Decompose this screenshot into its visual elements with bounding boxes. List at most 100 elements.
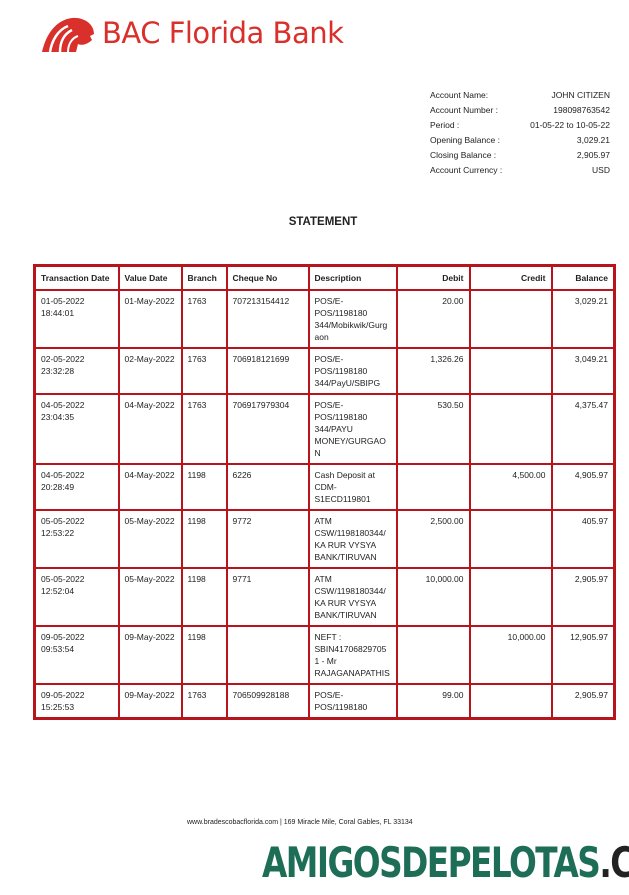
- table-cell: 706509928188: [225, 683, 310, 720]
- table-cell: [225, 625, 310, 685]
- label: Account Currency :: [430, 165, 503, 175]
- value: JOHN CITIZEN: [551, 90, 610, 100]
- table-cell: 9771: [225, 567, 310, 627]
- table-cell: ATM CSW/1198180344/KA RUR VYSYA BANK/TIR…: [307, 509, 398, 569]
- table-cell: 20.00: [395, 289, 471, 349]
- table-cell: POS/E-POS/1198180 344/PayU/SBIPG: [307, 347, 398, 395]
- table-cell: 09-May-2022: [117, 683, 183, 720]
- table-cell: 2,905.97: [550, 683, 616, 720]
- table-cell: 1198: [180, 567, 228, 627]
- table-cell: 04-May-2022: [117, 393, 183, 465]
- column-header: Transaction Date: [33, 264, 120, 291]
- table-cell: 4,375.47: [550, 393, 616, 465]
- column-header: Balance: [550, 264, 616, 291]
- table-cell: 706918121699: [225, 347, 310, 395]
- currency-row: Account Currency : USD: [430, 163, 610, 178]
- column-header: Credit: [468, 264, 553, 291]
- table-cell: 01-May-2022: [117, 289, 183, 349]
- column-header: Value Date: [117, 264, 183, 291]
- table-cell: 1763: [180, 347, 228, 395]
- table-cell: 1763: [180, 683, 228, 720]
- table-cell: 706917979304: [225, 393, 310, 465]
- table-row: 01-05-2022 18:44:01 01-May-2022 1763 707213…: [33, 289, 616, 349]
- table-cell: 707213154412: [225, 289, 310, 349]
- table-cell: 04-May-2022: [117, 463, 183, 511]
- table-cell: [468, 567, 553, 627]
- table-cell: 10,000.00: [395, 567, 471, 627]
- table-row: 09-05-2022 15:25:53 09-May-2022 1763 706509…: [33, 683, 616, 720]
- table-cell: 1198: [180, 625, 228, 685]
- table-cell: ATM CSW/1198180344/KA RUR VYSYA BANK/TIR…: [307, 567, 398, 627]
- closing-balance-row: Closing Balance : 2,905.97: [430, 148, 610, 163]
- table-cell: 1198: [180, 509, 228, 569]
- table-cell: 3,029.21: [550, 289, 616, 349]
- table-cell: 1198: [180, 463, 228, 511]
- table-cell: 09-May-2022: [117, 625, 183, 685]
- watermark-main: AMIGOSDEPELOTAS: [262, 838, 601, 887]
- table-cell: POS/E-POS/1198180 344/PAYU MONEY/GURGAON: [307, 393, 398, 465]
- label: Period :: [430, 120, 460, 130]
- table-cell: 09-05-2022 09:53:54: [33, 625, 120, 685]
- table-header: Transaction Date Value Date Branch Cheque N…: [33, 264, 616, 291]
- transactions-table: Transaction Date Value Date Branch Cheque N…: [33, 264, 616, 720]
- watermark-suffix: .COM: [599, 838, 629, 887]
- table-cell: [468, 683, 553, 720]
- column-header: Branch: [180, 264, 228, 291]
- table-cell: POS/E-POS/1198180 344/Mobikwik/Gurgaon: [307, 289, 398, 349]
- value: 01-05-22 to 10-05-22: [530, 120, 610, 130]
- opening-balance-row: Opening Balance : 3,029.21: [430, 133, 610, 148]
- table-row: 04-05-2022 20:28:49 04-May-2022 1198 6226 Ca…: [33, 463, 616, 511]
- statement-title: STATEMENT: [288, 216, 358, 228]
- table-cell: 05-May-2022: [117, 567, 183, 627]
- table-cell: [468, 509, 553, 569]
- column-header: Debit: [395, 264, 471, 291]
- table-row: 02-05-2022 23:32:28 02-May-2022 1763 706918…: [33, 347, 616, 395]
- table-cell: 6226: [225, 463, 310, 511]
- table-cell: 05-May-2022: [117, 509, 183, 569]
- table-cell: 3,049.21: [550, 347, 616, 395]
- column-header: Description: [307, 264, 398, 291]
- table-row: 05-05-2022 12:52:04 05-May-2022 1198 9771 AT…: [33, 567, 616, 627]
- table-row: 09-05-2022 09:53:54 09-May-2022 1198 NEFT :…: [33, 625, 616, 685]
- table-cell: 10,000.00: [468, 625, 553, 685]
- table-cell: 05-05-2022 12:52:04: [33, 567, 120, 627]
- footer-address: www.bradescobacflorida.com | 169 Miracle…: [187, 819, 413, 826]
- table-cell: 02-05-2022 23:32:28: [33, 347, 120, 395]
- value: USD: [592, 165, 610, 175]
- table-cell: 99.00: [395, 683, 471, 720]
- table-cell: NEFT : SBIN417068297051 - Mr RAJAGANAPAT…: [307, 625, 398, 685]
- label: Closing Balance :: [430, 150, 497, 160]
- column-header: Cheque No: [225, 264, 310, 291]
- account-info: Account Name: JOHN CITIZEN Account Number…: [430, 88, 610, 178]
- table-cell: [468, 289, 553, 349]
- table-cell: 1763: [180, 393, 228, 465]
- table-cell: 02-May-2022: [117, 347, 183, 395]
- value: 2,905.97: [576, 150, 610, 160]
- table-cell: 530.50: [395, 393, 471, 465]
- table-cell: 2,905.97: [550, 567, 616, 627]
- table-cell: 1763: [180, 289, 228, 349]
- table-cell: 2,500.00: [395, 509, 471, 569]
- value: 198098763542: [553, 105, 610, 115]
- table-cell: 05-05-2022 12:53:22: [33, 509, 120, 569]
- table-cell: 405.97: [550, 509, 616, 569]
- lion-icon: [42, 17, 94, 53]
- bank-logo: BAC Florida Bank: [38, 12, 344, 54]
- table-cell: [468, 347, 553, 395]
- account-number-row: Account Number : 198098763542: [430, 103, 610, 118]
- label: Account Number :: [430, 105, 499, 115]
- table-row: 05-05-2022 12:53:22 05-May-2022 1198 9772 AT…: [33, 509, 616, 569]
- table-cell: 04-05-2022 20:28:49: [33, 463, 120, 511]
- table-cell: 4,500.00: [468, 463, 553, 511]
- label: Opening Balance :: [430, 135, 500, 145]
- table-cell: POS/E-POS/1198180: [307, 683, 398, 720]
- table-cell: [468, 393, 553, 465]
- table-row: 04-05-2022 23:04:35 04-May-2022 1763 706917…: [33, 393, 616, 465]
- table-cell: [395, 625, 471, 685]
- table-cell: 12,905.97: [550, 625, 616, 685]
- table-cell: Cash Deposit at CDM-S1ECD119801: [307, 463, 398, 511]
- watermark: AMIGOSDEPELOTAS.COM: [262, 840, 629, 886]
- value: 3,029.21: [576, 135, 610, 145]
- table-cell: 9772: [225, 509, 310, 569]
